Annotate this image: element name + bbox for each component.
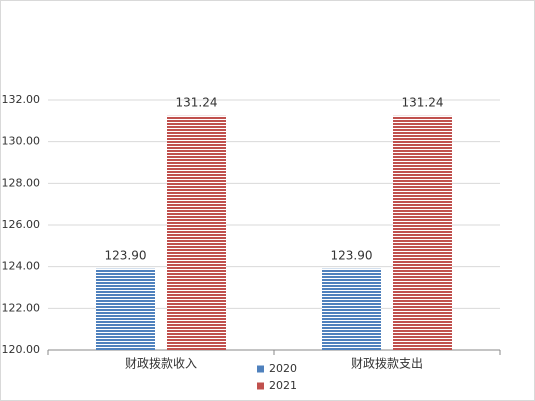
bar xyxy=(322,268,381,350)
bar xyxy=(96,268,155,350)
value-label: 123.90 xyxy=(105,248,147,262)
x-tick-label: 财政拨款支出 xyxy=(351,357,423,371)
y-tick-label: 132.00 xyxy=(2,93,41,106)
y-tick-label: 130.00 xyxy=(2,135,41,148)
value-label: 131.24 xyxy=(176,95,218,109)
value-label: 131.24 xyxy=(402,95,444,109)
y-tick-label: 128.00 xyxy=(2,176,41,189)
bar xyxy=(393,115,452,350)
y-tick-label: 122.00 xyxy=(2,301,41,314)
legend-swatch xyxy=(257,382,264,390)
y-tick-label: 124.00 xyxy=(2,260,41,273)
legend-swatch xyxy=(257,365,264,373)
y-tick-label: 120.00 xyxy=(2,343,41,356)
value-label: 123.90 xyxy=(331,248,373,262)
bar xyxy=(167,115,226,350)
x-tick-label: 财政拨款收入 xyxy=(125,357,197,371)
legend-label: 2020 xyxy=(269,362,297,375)
legend-label: 2021 xyxy=(269,379,297,392)
y-tick-label: 126.00 xyxy=(2,218,41,231)
